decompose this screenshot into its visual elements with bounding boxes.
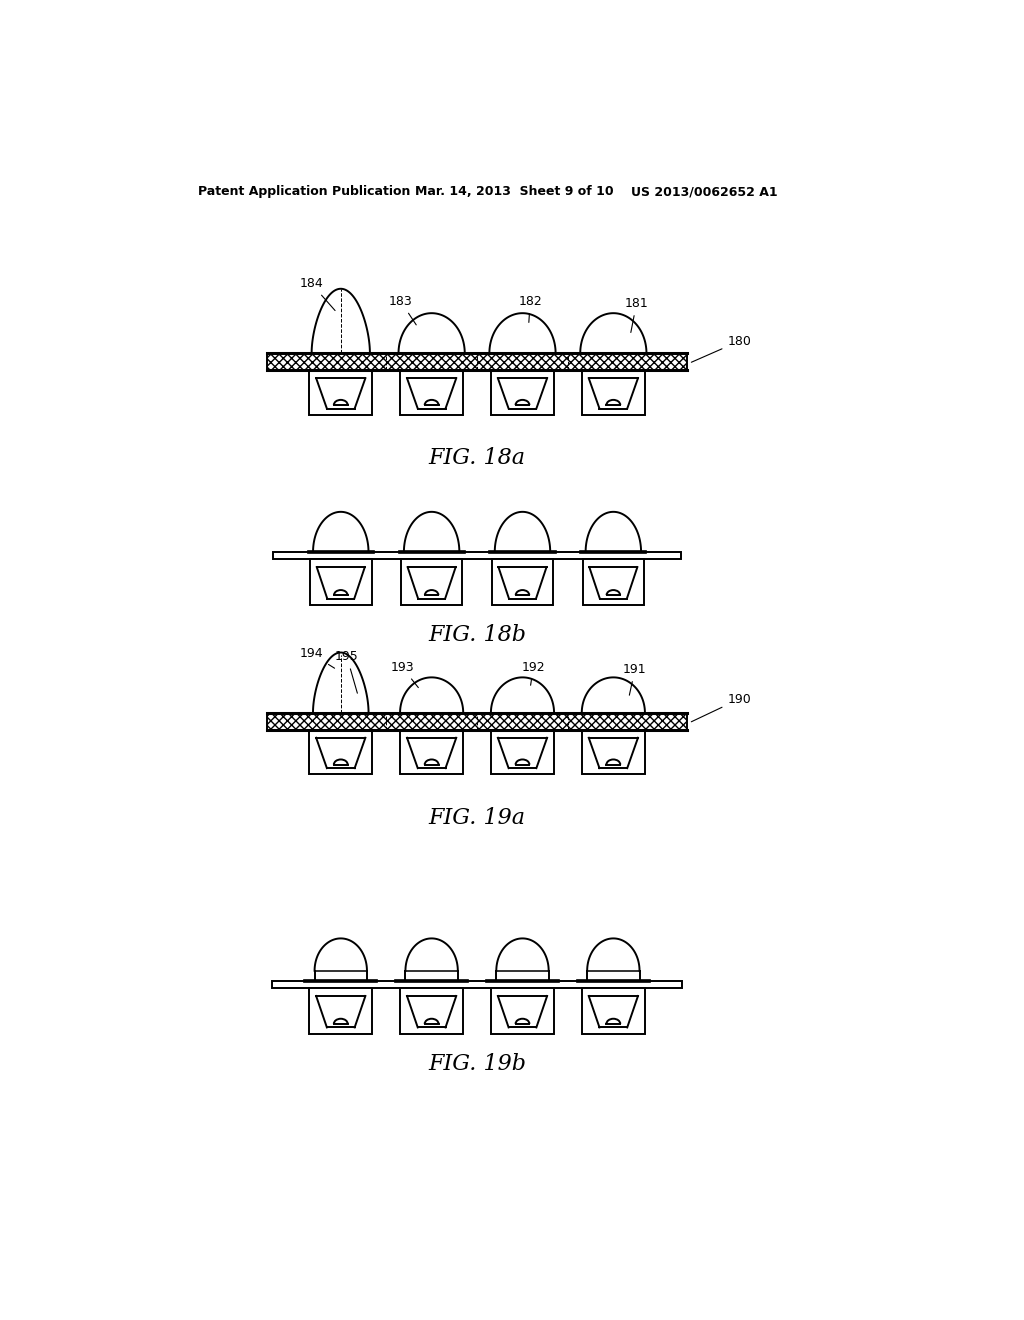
Bar (490, 730, 554, 775)
Bar (400, 730, 463, 775)
Text: 190: 190 (691, 693, 751, 722)
Bar (273, 552, 681, 558)
Text: 184: 184 (300, 277, 335, 310)
Text: 194: 194 (300, 647, 335, 668)
Bar (267, 354, 687, 370)
Text: 191: 191 (623, 663, 647, 696)
Text: FIG. 18a: FIG. 18a (429, 447, 525, 469)
Text: 180: 180 (691, 335, 752, 362)
Text: 183: 183 (389, 296, 416, 325)
Bar (310, 558, 372, 605)
Bar (309, 730, 373, 775)
Bar (492, 558, 553, 605)
Bar (490, 987, 554, 1034)
Text: Mar. 14, 2013  Sheet 9 of 10: Mar. 14, 2013 Sheet 9 of 10 (416, 185, 614, 198)
Bar (490, 370, 554, 414)
Bar (267, 713, 687, 730)
Text: 182: 182 (518, 296, 542, 322)
Text: Patent Application Publication: Patent Application Publication (199, 185, 411, 198)
Bar (272, 981, 682, 987)
Bar (583, 558, 644, 605)
Bar (582, 370, 645, 414)
Text: 192: 192 (521, 661, 545, 685)
Text: 181: 181 (625, 297, 648, 333)
Bar (400, 370, 463, 414)
Text: US 2013/0062652 A1: US 2013/0062652 A1 (631, 185, 777, 198)
Bar (309, 987, 373, 1034)
Text: 195: 195 (335, 651, 358, 693)
Text: FIG. 18b: FIG. 18b (428, 624, 526, 647)
Bar (582, 730, 645, 775)
Text: FIG. 19a: FIG. 19a (429, 807, 525, 829)
Bar (400, 558, 463, 605)
Text: 193: 193 (390, 661, 419, 688)
Bar (309, 370, 373, 414)
Bar (582, 987, 645, 1034)
Bar (400, 987, 463, 1034)
Text: FIG. 19b: FIG. 19b (428, 1053, 526, 1074)
